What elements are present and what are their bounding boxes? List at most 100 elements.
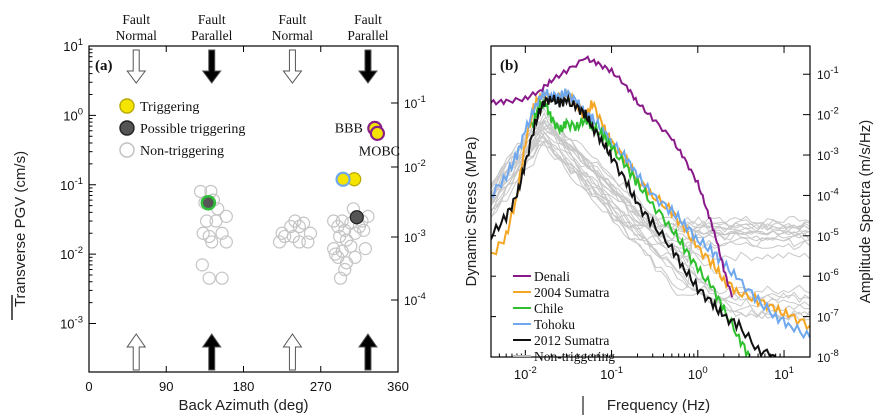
series-line-2004-sumatra xyxy=(491,90,810,331)
point-non-triggering xyxy=(219,209,233,223)
y-tick-label-a: 100 xyxy=(63,106,83,123)
point-non-triggering xyxy=(202,271,216,285)
legend-label: Chile xyxy=(534,301,563,316)
x-tick-label-a: 180 xyxy=(233,379,255,394)
panel-a: 0 90 180 270 360 10-3 10-2 10-1 100 101 10-4 10-3 10… xyxy=(11,12,426,414)
series-line-chile xyxy=(531,98,751,357)
point-possible-triggering xyxy=(349,210,364,225)
point-triggering xyxy=(369,125,385,141)
x-tick-label-a: 0 xyxy=(85,379,92,394)
point-triggering xyxy=(335,171,351,187)
point-non-triggering xyxy=(333,271,348,285)
series-line-non-triggering xyxy=(491,123,810,242)
legend-label: Non-triggering xyxy=(534,349,615,364)
point-non-triggering xyxy=(292,235,306,249)
point-non-triggering xyxy=(219,235,233,249)
y-tick-label-a: 10-1 xyxy=(60,176,83,193)
panel-label-a: (a) xyxy=(95,58,113,74)
legend-label: Triggering xyxy=(140,100,199,115)
annotation-bbb: BBB xyxy=(335,121,363,136)
y-tick-label-a-right: 10-3 xyxy=(404,228,426,245)
x-tick-label-a: 90 xyxy=(159,379,173,394)
point-non-triggering xyxy=(199,214,214,228)
legend-label: 2012 Sumatra xyxy=(534,333,609,348)
legend-marker-possible xyxy=(119,120,135,136)
y-tick-label-a-right: 10-1 xyxy=(404,94,426,111)
point-non-triggering xyxy=(301,235,315,249)
y-tick-label-a-right: 10-4 xyxy=(404,291,426,308)
y-tick-label-b-right: 10-1 xyxy=(817,65,839,82)
x-tick-label-b: 10-2 xyxy=(514,365,537,382)
down-arrow-icon xyxy=(282,49,303,84)
y-tick-label-a-right: 10-2 xyxy=(404,158,426,175)
x-tick-label-b: 100 xyxy=(688,365,708,382)
header-line2: Parallel xyxy=(191,28,232,43)
header-line1: Fault xyxy=(122,12,150,27)
up-arrow-icon xyxy=(358,333,378,371)
series-line-non-triggering xyxy=(491,107,810,320)
legend-label: Possible triggering xyxy=(140,122,245,137)
panel-label-b: (b) xyxy=(500,58,518,74)
y-tick-label-b-right: 10-5 xyxy=(817,227,839,244)
y-axis-label-a: Transverse PGV (cm/s) xyxy=(12,151,29,307)
series-line-non-triggering xyxy=(491,127,810,313)
y-tick-label-b-right: 10-3 xyxy=(817,146,839,163)
y-tick-label-a: 101 xyxy=(63,37,83,54)
header-line1: Fault xyxy=(279,12,307,27)
up-arrow-icon xyxy=(126,333,147,371)
x-tick-label-b: 101 xyxy=(774,365,794,382)
legend-label: Denali xyxy=(534,269,570,284)
point-non-triggering xyxy=(357,223,371,237)
point-possible-triggering xyxy=(200,195,217,211)
y-tick-label-b-right: 10-2 xyxy=(817,106,839,123)
point-non-triggering xyxy=(215,271,229,285)
y-tick-label-b-right: 10-6 xyxy=(817,267,839,284)
series-line-non-triggering xyxy=(491,141,810,295)
y-tick-label-b-right: 10-4 xyxy=(817,186,839,203)
point-non-triggering xyxy=(327,242,341,256)
y-axis-label-b: Dynamic Stress (MPa) xyxy=(463,136,480,286)
series-line-2012-sumatra xyxy=(491,93,777,357)
series-line-non-triggering xyxy=(491,119,810,226)
up-arrow-icon xyxy=(201,333,222,371)
series-line-non-triggering xyxy=(491,144,810,242)
up-arrow-icon xyxy=(282,333,303,371)
x-tick-label-a: 360 xyxy=(387,379,409,394)
point-non-triggering xyxy=(278,229,292,244)
series-line-non-triggering xyxy=(491,121,810,289)
point-non-triggering xyxy=(275,226,289,240)
y-axis-label-b-right: Amplitude Spectra (m/s/Hz) xyxy=(857,120,874,303)
header-line1: Fault xyxy=(354,12,382,27)
header-line2: Normal xyxy=(116,28,157,43)
y-tick-label-b-right: 10-8 xyxy=(817,348,839,365)
series-line-non-triggering xyxy=(491,139,810,302)
point-non-triggering xyxy=(193,184,208,199)
point-non-triggering xyxy=(292,219,306,234)
point-non-triggering xyxy=(335,214,349,228)
panel-b: 10-2 10-1 100 101 10-8 10-7 10-6 10-5 10-4 10-3 10… xyxy=(463,45,874,415)
legend-label: 2004 Sumatra xyxy=(534,285,609,300)
plot-frame-b xyxy=(490,45,811,358)
annotation-mobc: MOBC xyxy=(359,144,400,159)
header-line1: Fault xyxy=(198,12,226,27)
point-non-triggering xyxy=(303,226,318,240)
point-non-triggering xyxy=(348,250,362,264)
point-non-triggering xyxy=(328,247,342,261)
x-axis-label-b: Frequency (Hz) xyxy=(607,397,710,414)
header-line2: Normal xyxy=(272,28,313,43)
point-non-triggering xyxy=(344,239,358,253)
legend-label: Tohoku xyxy=(534,317,575,332)
point-non-triggering xyxy=(196,226,210,240)
legend-marker-non xyxy=(119,142,135,158)
point-non-triggering xyxy=(195,258,209,272)
down-arrow-icon xyxy=(201,49,222,84)
y-tick-label-a: 10-3 xyxy=(60,315,83,332)
point-non-triggering xyxy=(338,262,352,277)
point-non-triggering xyxy=(296,216,311,230)
point-non-triggering xyxy=(205,235,219,249)
down-arrow-icon xyxy=(357,49,378,84)
down-arrow-icon xyxy=(126,49,147,84)
legend-marker-triggering xyxy=(119,98,135,114)
x-axis-label-a: Back Azimuth (deg) xyxy=(178,397,308,414)
